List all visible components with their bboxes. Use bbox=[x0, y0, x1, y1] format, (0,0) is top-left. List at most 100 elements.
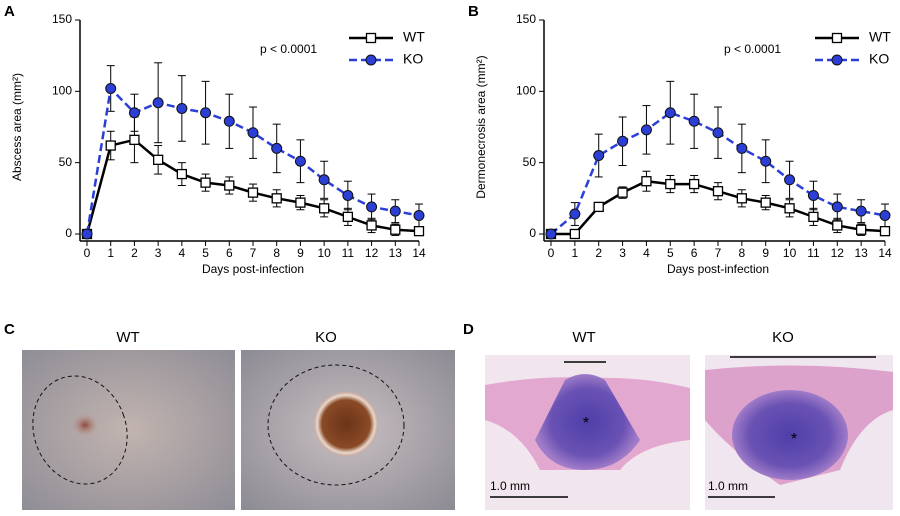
panel-d: D WT KO * 1.0 mm * 1.0 mm bbox=[463, 321, 893, 510]
legend-marker bbox=[831, 54, 843, 66]
marker bbox=[105, 140, 116, 151]
marker bbox=[808, 211, 819, 223]
x-tick-label: 0 bbox=[548, 246, 555, 260]
panel-c: C WT KO bbox=[4, 321, 455, 510]
image-title: KO bbox=[315, 329, 337, 346]
marker bbox=[640, 124, 652, 136]
x-tick-label: 4 bbox=[643, 246, 650, 260]
x-tick-label: 10 bbox=[317, 246, 331, 260]
x-tick-label: 9 bbox=[297, 246, 304, 260]
scale-label: 1.0 mm bbox=[708, 479, 748, 493]
marker bbox=[128, 107, 140, 119]
marker bbox=[200, 177, 211, 188]
y-tick-label: 150 bbox=[516, 12, 536, 26]
lesion bbox=[314, 392, 378, 456]
x-tick-label: 9 bbox=[762, 246, 769, 260]
x-tick-label: 0 bbox=[84, 246, 91, 260]
marker bbox=[247, 127, 259, 139]
x-tick-label: 12 bbox=[365, 246, 379, 260]
y-tick-label: 100 bbox=[516, 84, 536, 98]
marker bbox=[342, 189, 354, 201]
abscess bbox=[535, 374, 640, 470]
photo bbox=[22, 350, 235, 510]
marker bbox=[831, 201, 843, 213]
marker bbox=[665, 178, 676, 190]
marker bbox=[617, 135, 629, 147]
marker bbox=[736, 193, 748, 204]
marker bbox=[832, 220, 843, 231]
x-tick-label: 13 bbox=[854, 246, 868, 260]
panel-letter: C bbox=[4, 321, 15, 338]
image-title: WT bbox=[116, 329, 139, 346]
marker bbox=[129, 134, 140, 145]
marker bbox=[784, 203, 795, 214]
marker bbox=[294, 155, 306, 167]
marker bbox=[760, 197, 771, 208]
x-tick-label: 5 bbox=[202, 246, 209, 260]
marker bbox=[784, 174, 796, 186]
annotation: p < 0.0001 bbox=[260, 42, 317, 56]
marker bbox=[390, 224, 401, 235]
legend-marker bbox=[365, 32, 377, 44]
marker bbox=[593, 150, 605, 162]
marker bbox=[105, 82, 117, 94]
y-tick-label: 50 bbox=[523, 155, 537, 169]
marker bbox=[712, 127, 724, 139]
x-tick-label: 6 bbox=[691, 246, 698, 260]
marker bbox=[318, 174, 330, 186]
x-tick-label: 1 bbox=[107, 246, 114, 260]
y-axis-label: Dermonecrosis area (mm²) bbox=[474, 55, 488, 198]
marker bbox=[342, 211, 354, 223]
marker bbox=[688, 178, 700, 190]
y-tick-label: 100 bbox=[52, 84, 72, 98]
marker bbox=[176, 102, 188, 114]
asterisk: * bbox=[791, 431, 797, 448]
marker bbox=[152, 154, 164, 165]
marker bbox=[712, 186, 724, 197]
y-tick-label: 0 bbox=[65, 226, 72, 240]
x-tick-label: 10 bbox=[783, 246, 797, 260]
marker bbox=[855, 224, 867, 235]
marker bbox=[271, 193, 282, 204]
x-tick-label: 7 bbox=[715, 246, 722, 260]
marker bbox=[879, 209, 891, 221]
marker bbox=[413, 209, 425, 221]
scale-label: 1.0 mm bbox=[490, 479, 530, 493]
marker bbox=[271, 142, 283, 154]
marker bbox=[545, 228, 557, 240]
annotation: p < 0.0001 bbox=[724, 42, 781, 56]
marker bbox=[664, 107, 676, 119]
panel-letter: D bbox=[463, 321, 474, 338]
image-title: KO bbox=[772, 329, 794, 346]
marker bbox=[152, 97, 164, 109]
y-tick-label: 150 bbox=[52, 12, 72, 26]
marker bbox=[200, 107, 212, 119]
marker bbox=[81, 228, 93, 240]
x-tick-label: 11 bbox=[807, 246, 820, 260]
x-tick-label: 5 bbox=[667, 246, 674, 260]
x-tick-label: 14 bbox=[878, 246, 892, 260]
marker bbox=[366, 201, 378, 213]
marker bbox=[879, 225, 891, 237]
panel-letter: A bbox=[4, 3, 15, 20]
x-tick-label: 2 bbox=[595, 246, 602, 260]
marker bbox=[760, 155, 772, 167]
x-axis-label: Days post-infection bbox=[667, 262, 769, 276]
legend-label: WT bbox=[869, 29, 891, 45]
marker bbox=[224, 180, 235, 191]
marker bbox=[855, 205, 867, 217]
marker bbox=[389, 205, 401, 217]
x-tick-label: 8 bbox=[739, 246, 746, 260]
marker bbox=[593, 201, 604, 213]
marker bbox=[318, 203, 330, 214]
x-tick-label: 1 bbox=[572, 246, 579, 260]
asterisk: * bbox=[583, 415, 589, 432]
legend-label: KO bbox=[403, 51, 423, 67]
marker bbox=[736, 142, 748, 154]
marker bbox=[247, 187, 259, 198]
x-tick-label: 2 bbox=[131, 246, 138, 260]
x-tick-label: 12 bbox=[831, 246, 845, 260]
